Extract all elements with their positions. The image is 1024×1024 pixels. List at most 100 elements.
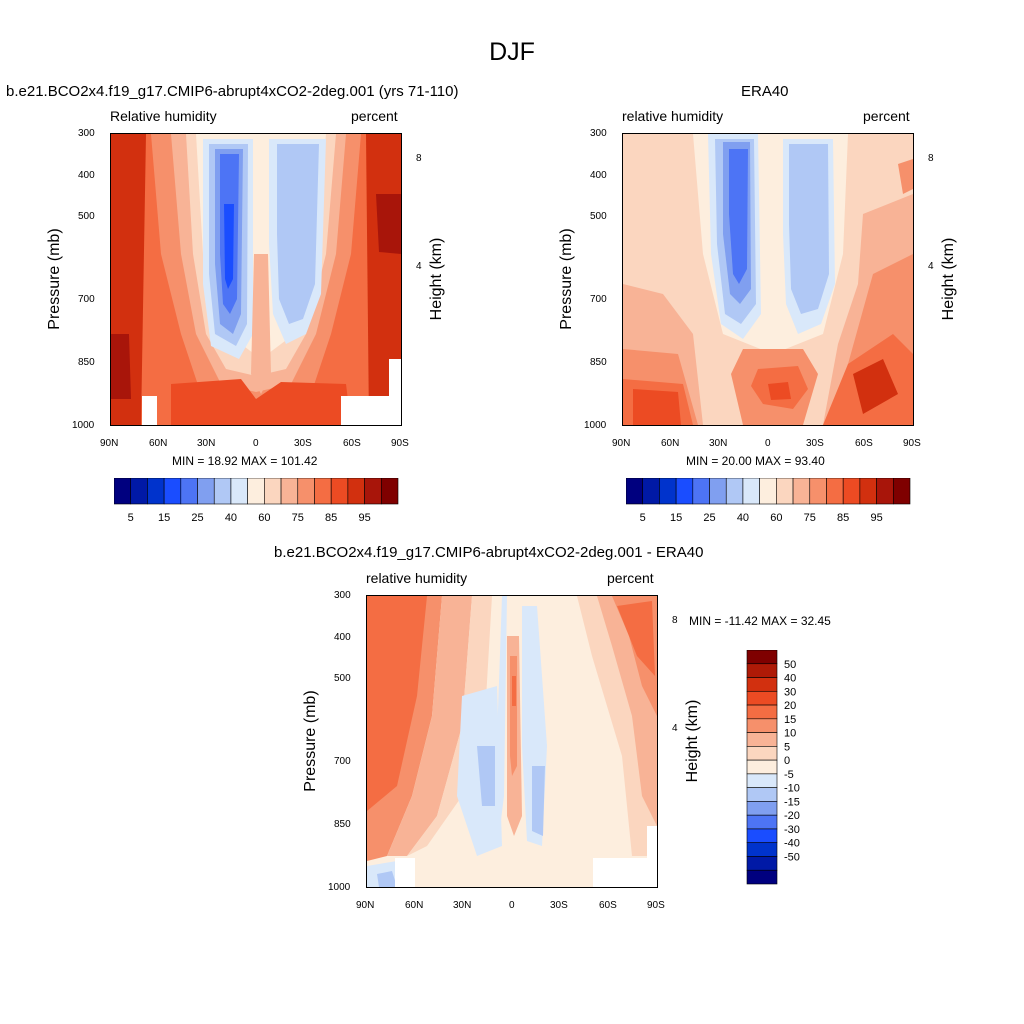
colorbar-swatch (197, 478, 215, 505)
colorbar-label: 5 (640, 512, 646, 524)
colorbar-label: 60 (258, 512, 270, 524)
panel2-heatmap (623, 134, 913, 425)
colorbar-swatch (746, 663, 778, 678)
colorbar-label: 15 (784, 714, 796, 726)
colorbar-swatch (130, 478, 148, 505)
panel1-ytick-1000: 1000 (72, 420, 95, 431)
colorbar-label: 25 (703, 512, 715, 524)
panel2-min-max: MIN = 20.00 MAX = 93.40 (686, 454, 825, 468)
colorbar-swatch (314, 478, 332, 505)
panel2-units-label: percent (863, 108, 910, 124)
panel2-title: ERA40 (741, 83, 789, 100)
colorbar-swatch (742, 478, 760, 505)
colorbar-swatch (746, 677, 778, 692)
panel3-heatmap (367, 596, 657, 887)
colorbar-label: 85 (837, 512, 849, 524)
panel1-xtick-90n: 90N (100, 438, 119, 449)
colorbar-swatch (792, 478, 811, 505)
colorbar-swatch (180, 478, 198, 505)
panel3-xtick-60n: 60N (405, 900, 424, 911)
panel3-ytick-1000: 1000 (328, 882, 351, 893)
colorbar-swatch (759, 478, 777, 505)
panel1-xtick-90s: 90S (391, 438, 409, 449)
colorbar-label: 30 (784, 686, 796, 698)
panel1-xtick-0: 0 (253, 438, 259, 449)
colorbar-label: 40 (784, 673, 796, 685)
colorbar-swatch (876, 478, 894, 505)
colorbar-label: 75 (292, 512, 304, 524)
panel1-xtick-60s: 60S (343, 438, 361, 449)
panel1-xtick-30s: 30S (294, 438, 312, 449)
panel2-ytick-400: 400 (590, 170, 607, 181)
panel3-ylabel: Pressure (mb) (302, 690, 319, 792)
colorbar-swatch (347, 478, 365, 505)
panel1-xtick-60n: 60N (149, 438, 168, 449)
colorbar-swatch (746, 718, 778, 733)
colorbar-label: -10 (784, 783, 800, 795)
panel2-ytick-300: 300 (590, 128, 607, 139)
colorbar-swatch (330, 478, 349, 505)
panel3-title: b.e21.BCO2x4.f19_g17.CMIP6-abrupt4xCO2-2… (274, 544, 704, 561)
colorbar-swatch (746, 814, 778, 830)
colorbar-label: 25 (191, 512, 203, 524)
panel2-xtick-30s: 30S (806, 438, 824, 449)
panel1-ylabel: Pressure (mb) (46, 228, 63, 330)
colorbar-swatch (692, 478, 710, 505)
colorbar-swatch (659, 478, 677, 505)
panel1-colorbar-svg: 5 15 25 40 60 75 85 95 (114, 478, 399, 524)
panel1-units-label: percent (351, 108, 398, 124)
colorbar-swatch (626, 478, 644, 505)
colorbar-swatch (826, 478, 844, 505)
panel1-title: b.e21.BCO2x4.f19_g17.CMIP6-abrupt4xCO2-2… (6, 83, 459, 100)
panel2-ytick-1000: 1000 (584, 420, 607, 431)
colorbar-swatch (213, 478, 232, 505)
colorbar-swatch (746, 690, 778, 706)
panel1-ytick-500: 500 (78, 211, 95, 222)
panel1-min-max: MIN = 18.92 MAX = 101.42 (172, 454, 318, 468)
colorbar-swatch (163, 478, 182, 505)
panel2-ylabel: Pressure (mb) (558, 228, 575, 330)
colorbar-swatch (892, 478, 911, 505)
colorbar-label: -5 (784, 769, 794, 781)
panel3-ytick-500: 500 (334, 673, 351, 684)
panel2-xtick-90s: 90S (903, 438, 921, 449)
panel2-ytick-500: 500 (590, 211, 607, 222)
colorbar-label: 95 (870, 512, 882, 524)
colorbar-label: -40 (784, 838, 800, 850)
colorbar-label: 85 (325, 512, 337, 524)
panel3-xtick-30s: 30S (550, 900, 568, 911)
panel3-xtick-0: 0 (509, 900, 515, 911)
panel2-xtick-0: 0 (765, 438, 771, 449)
panel2-ytick-850: 850 (590, 357, 607, 368)
panel2-xtick-90n: 90N (612, 438, 631, 449)
panel2-plot (622, 133, 914, 426)
panel3-ytick-400: 400 (334, 632, 351, 643)
panel2-xtick-30n: 30N (709, 438, 728, 449)
colorbar-swatch (746, 869, 778, 885)
panel2-height-tick-8: 8 (928, 153, 934, 164)
colorbar-swatch (746, 856, 778, 871)
colorbar-swatch (859, 478, 877, 505)
colorbar-label: 10 (784, 728, 796, 740)
colorbar-swatch (842, 478, 861, 505)
panel3-units-label: percent (607, 570, 654, 586)
colorbar-swatch (746, 773, 778, 788)
colorbar-label: 95 (358, 512, 370, 524)
colorbar-swatch (746, 746, 778, 761)
colorbar-label: 5 (784, 741, 790, 753)
panel3-xtick-90n: 90N (356, 900, 375, 911)
colorbar-label: 20 (784, 700, 796, 712)
colorbar-label: 5 (128, 512, 134, 524)
panel3-height-tick-8: 8 (672, 615, 678, 626)
panel2-ytick-700: 700 (590, 294, 607, 305)
colorbar-label: 0 (784, 755, 790, 767)
panel3-xtick-60s: 60S (599, 900, 617, 911)
panel2-height-tick-4: 4 (928, 261, 934, 272)
panel1-xtick-30n: 30N (197, 438, 216, 449)
panel3-variable-label: relative humidity (366, 570, 468, 586)
colorbar-swatch (364, 478, 382, 505)
colorbar-swatch (114, 478, 132, 505)
panel1-colorbar: 5 15 25 40 60 75 85 95 (114, 478, 399, 528)
colorbar-swatch (147, 478, 165, 505)
